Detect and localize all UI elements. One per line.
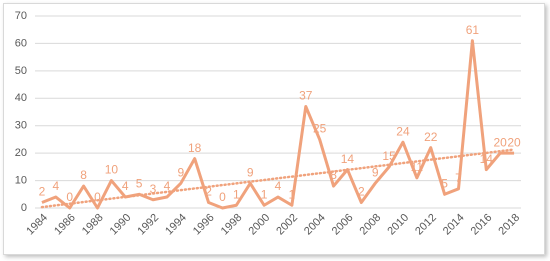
data-line (41, 39, 515, 210)
data-label: 8 (80, 168, 87, 182)
data-label: 2 (358, 185, 365, 199)
data-label: 5 (441, 176, 448, 190)
x-tick-label: 2002 (274, 212, 300, 238)
data-label: 11 (411, 160, 424, 174)
x-tick-label: 1984 (24, 212, 50, 238)
x-tick-label: 1994 (163, 212, 189, 238)
data-label: 4 (275, 179, 282, 193)
x-tick-label: 2018 (496, 212, 522, 238)
x-tick-label: 2012 (413, 212, 439, 238)
data-label: 4 (122, 179, 129, 193)
data-label: 14 (341, 152, 355, 166)
data-label: 5 (136, 176, 143, 190)
data-label: 9 (372, 165, 379, 179)
data-label: 20 (493, 135, 507, 149)
y-tick-label: 10 (15, 174, 27, 186)
y-tick-label: 40 (15, 92, 27, 104)
x-tick-label: 1990 (108, 212, 134, 238)
data-label: 0 (219, 190, 226, 204)
data-label: 25 (313, 122, 327, 136)
x-tick-label: 1998 (219, 212, 245, 238)
data-label: 18 (188, 141, 202, 155)
data-label: 4 (164, 179, 171, 193)
x-tick-label: 2008 (358, 212, 384, 238)
x-tick-label: 1992 (135, 212, 161, 238)
x-tick-label: 1986 (52, 212, 78, 238)
y-tick-label: 30 (15, 120, 27, 132)
data-label: 24 (396, 124, 410, 138)
data-label: 0 (94, 190, 101, 204)
data-label: 8 (330, 168, 337, 182)
y-tick-label: 60 (15, 37, 27, 49)
data-label: 7 (455, 171, 462, 185)
y-tick-label: 0 (21, 202, 27, 214)
data-label: 37 (299, 89, 313, 103)
chart-frame (3, 3, 545, 255)
data-label: 10 (105, 163, 119, 177)
data-label: 15 (382, 149, 396, 163)
data-label: 1 (289, 187, 296, 201)
data-label: 9 (177, 165, 184, 179)
x-tick-label: 2014 (441, 212, 467, 238)
y-tick-label: 50 (15, 65, 27, 77)
data-label: 0 (66, 190, 73, 204)
x-tick-label: 1996 (191, 212, 217, 238)
x-tick-label: 2006 (330, 212, 356, 238)
x-tick-label: 2010 (385, 212, 411, 238)
x-tick-label: 1988 (80, 212, 106, 238)
data-label: 4 (52, 179, 59, 193)
data-label: 14 (480, 152, 494, 166)
y-tick-label: 70 (15, 10, 27, 22)
data-label: 61 (466, 23, 480, 37)
y-tick-label: 20 (15, 147, 27, 159)
data-label: 20 (507, 135, 521, 149)
x-tick-label: 2000 (246, 212, 272, 238)
data-label: 3 (150, 182, 157, 196)
data-label: 2 (205, 185, 212, 199)
data-label: 9 (247, 165, 254, 179)
x-tick-label: 2004 (302, 212, 328, 238)
data-label: 22 (424, 130, 438, 144)
data-label: 1 (261, 187, 268, 201)
x-tick-label: 2016 (469, 212, 495, 238)
data-label: 2 (39, 185, 46, 199)
data-label: 1 (233, 187, 240, 201)
